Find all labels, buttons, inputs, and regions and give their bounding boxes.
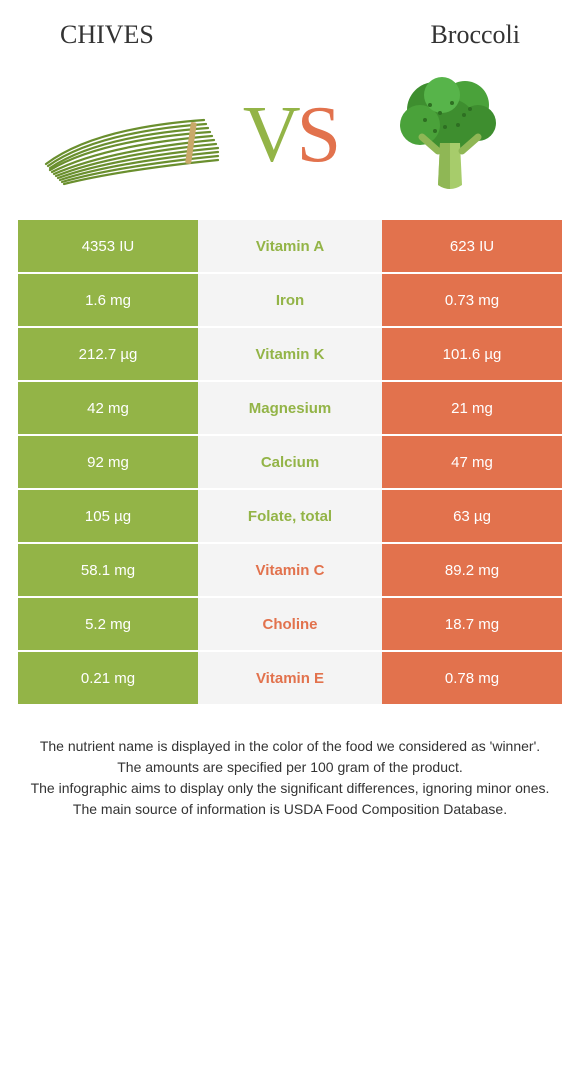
- cell-right-value: 18.7 mg: [382, 598, 562, 650]
- cell-right-value: 623 IU: [382, 220, 562, 272]
- cell-nutrient-name: Vitamin A: [198, 220, 382, 272]
- cell-right-value: 47 mg: [382, 436, 562, 488]
- cell-left-value: 212.7 µg: [18, 328, 198, 380]
- cell-left-value: 4353 IU: [18, 220, 198, 272]
- cell-right-value: 0.73 mg: [382, 274, 562, 326]
- vs-label: VS: [243, 90, 337, 181]
- cell-left-value: 58.1 mg: [18, 544, 198, 596]
- table-row: 58.1 mgVitamin C89.2 mg: [18, 544, 562, 598]
- footer-line: The amounts are specified per 100 gram o…: [18, 757, 562, 778]
- broccoli-illustration: [360, 70, 540, 200]
- vs-v: V: [243, 90, 297, 181]
- hero-row: VS: [0, 60, 580, 220]
- footer-line: The main source of information is USDA F…: [18, 799, 562, 820]
- cell-right-value: 0.78 mg: [382, 652, 562, 704]
- cell-nutrient-name: Iron: [198, 274, 382, 326]
- cell-nutrient-name: Folate, total: [198, 490, 382, 542]
- table-row: 1.6 mgIron0.73 mg: [18, 274, 562, 328]
- table-row: 0.21 mgVitamin E0.78 mg: [18, 652, 562, 706]
- cell-left-value: 5.2 mg: [18, 598, 198, 650]
- cell-nutrient-name: Choline: [198, 598, 382, 650]
- cell-right-value: 21 mg: [382, 382, 562, 434]
- cell-nutrient-name: Vitamin K: [198, 328, 382, 380]
- cell-right-value: 101.6 µg: [382, 328, 562, 380]
- cell-left-value: 92 mg: [18, 436, 198, 488]
- footer-line: The nutrient name is displayed in the co…: [18, 736, 562, 757]
- chives-illustration: [40, 70, 220, 200]
- table-row: 42 mgMagnesium21 mg: [18, 382, 562, 436]
- footer-line: The infographic aims to display only the…: [18, 778, 562, 799]
- table-row: 212.7 µgVitamin K101.6 µg: [18, 328, 562, 382]
- table-row: 5.2 mgCholine18.7 mg: [18, 598, 562, 652]
- cell-right-value: 89.2 mg: [382, 544, 562, 596]
- table-row: 4353 IUVitamin A623 IU: [18, 220, 562, 274]
- cell-left-value: 0.21 mg: [18, 652, 198, 704]
- title-left: CHIVES: [60, 20, 154, 50]
- cell-nutrient-name: Vitamin C: [198, 544, 382, 596]
- table-row: 92 mgCalcium47 mg: [18, 436, 562, 490]
- cell-left-value: 42 mg: [18, 382, 198, 434]
- vs-s: S: [297, 90, 338, 181]
- cell-nutrient-name: Magnesium: [198, 382, 382, 434]
- comparison-table: 4353 IUVitamin A623 IU1.6 mgIron0.73 mg2…: [0, 220, 580, 706]
- header: CHIVES Broccoli: [0, 0, 580, 60]
- table-row: 105 µgFolate, total63 µg: [18, 490, 562, 544]
- footer-notes: The nutrient name is displayed in the co…: [0, 706, 580, 820]
- cell-left-value: 1.6 mg: [18, 274, 198, 326]
- cell-nutrient-name: Vitamin E: [198, 652, 382, 704]
- cell-left-value: 105 µg: [18, 490, 198, 542]
- cell-right-value: 63 µg: [382, 490, 562, 542]
- cell-nutrient-name: Calcium: [198, 436, 382, 488]
- title-right: Broccoli: [430, 20, 520, 50]
